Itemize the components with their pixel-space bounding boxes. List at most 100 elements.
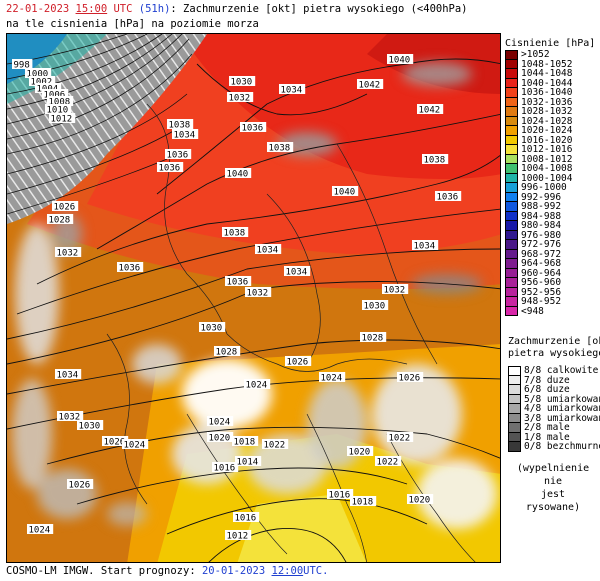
pressure-legend-label: 1000-1004 — [521, 172, 573, 184]
cloud-swatch — [508, 423, 521, 433]
footer-prefix: COSMO-LM IMGW. Start prognozy: — [6, 565, 196, 577]
isobar-label-text: 1032 — [59, 413, 81, 423]
isobar-label: 1032 — [55, 247, 82, 259]
pressure-swatch — [505, 240, 518, 250]
isobar-label-bg — [102, 436, 129, 446]
pressure-legend-row: 1020-1024 — [505, 126, 600, 136]
isobar-label-bg — [417, 104, 444, 114]
pressure-legend-label: 960-964 — [521, 267, 562, 279]
isobar-label-bg — [285, 356, 312, 366]
isobar-label: 1036 — [157, 162, 184, 174]
isobar-label: 1016 — [212, 462, 239, 474]
pressure-swatch — [505, 145, 518, 155]
isobar-label-bg — [42, 89, 69, 99]
pressure-swatch — [505, 88, 518, 98]
pressure-legend-row: 996-1000 — [505, 183, 600, 193]
pressure-swatch — [505, 230, 518, 240]
isobar-label-bg — [387, 54, 414, 64]
pressure-swatch — [505, 78, 518, 88]
isobar-label-text: 1034 — [257, 246, 279, 256]
isobar-label: 1020 — [347, 446, 374, 458]
isobar-label-text: 1018 — [352, 498, 374, 508]
isobar-label-text: 1036 — [167, 151, 189, 161]
isobar-label-bg — [35, 83, 62, 93]
isobar-label: 1036 — [117, 262, 144, 274]
isobar-label-bg — [67, 479, 94, 489]
isobar-label-bg — [225, 530, 252, 540]
isobar-label-text: 1020 — [349, 448, 371, 458]
cloud-swatch — [508, 432, 521, 442]
isobar-label: 1030 — [362, 300, 389, 312]
pressure-legend-label: <948 — [521, 305, 544, 317]
isobar-label-bg — [167, 119, 194, 129]
pressure-legend-row: 964-968 — [505, 259, 600, 269]
isobar-label: 1012 — [49, 113, 76, 125]
cloud-legend-title-2: pietra wysokiego — [508, 348, 600, 359]
isobar-label: 1010 — [45, 104, 72, 116]
isobar-label-text: 1012 — [51, 115, 73, 125]
pressure-swatch — [505, 69, 518, 79]
cloud-legend-row: 8/8 calkowite — [508, 366, 600, 376]
isobar-label-text: 1032 — [57, 249, 79, 259]
cloud-swatch — [508, 366, 521, 376]
isobar-label: 1000 — [25, 68, 52, 80]
isobar-label-text: 1028 — [49, 216, 71, 226]
cloud-swatch — [508, 375, 521, 385]
isobar-label-text: 1024 — [29, 526, 51, 536]
cloud-legend-note-2: jest rysowane) — [525, 489, 581, 513]
isobar-label: 1030 — [229, 76, 256, 88]
isobar-label-text: 1032 — [229, 94, 251, 104]
isobar-label-text: 1006 — [44, 91, 66, 101]
isobar-label-bg — [47, 214, 74, 224]
isobar-label: 998 — [12, 59, 33, 71]
pressure-legend-label: 1048-1052 — [521, 58, 573, 70]
pressure-swatch — [505, 116, 518, 126]
isobar-label-bg — [235, 456, 262, 466]
isobar-label: 1018 — [350, 496, 377, 508]
pressure-legend-label: 984-988 — [521, 210, 562, 222]
cloud-band-west — [7, 34, 207, 224]
pressure-legend-row: 1016-1020 — [505, 134, 600, 146]
isobar-label-bg — [233, 512, 260, 522]
isobar-label-bg — [262, 439, 289, 449]
cloud-legend-label: 8/8 calkowite — [524, 365, 599, 376]
pressure-legend-row: 960-964 — [505, 267, 600, 279]
footer: COSMO-LM IMGW. Start prognozy: 20-01-202… — [6, 565, 328, 578]
forecast-map[interactable]: 1040 1042 1042 1030 1032 1034 1038 1034 1036 1038… — [6, 33, 501, 563]
pressure-legend-row: 1040-1044 — [505, 78, 600, 88]
pressure-legend-row: 1000-1004 — [505, 172, 600, 184]
isobar-label-text: 1016 — [329, 491, 351, 501]
valid-time: 15:00 — [75, 3, 108, 15]
isobar-label-bg — [360, 332, 387, 342]
pressure-legend-label: 1016-1020 — [521, 134, 573, 146]
low-core-teal — [7, 34, 107, 104]
cloud-swatch — [508, 385, 521, 395]
pressure-legend-row: >1052 — [505, 50, 600, 60]
isobar-label: 1034 — [412, 240, 439, 252]
pressure-swatch — [505, 249, 518, 259]
isobar-label-text: 1036 — [119, 264, 141, 274]
pressure-swatch — [505, 50, 518, 60]
isobar-label-bg — [25, 68, 52, 78]
pressure-swatch — [505, 192, 518, 202]
cloud-swatch — [508, 404, 521, 414]
pressure-legend-label: 1032-1036 — [521, 96, 573, 108]
isobar-label: 1028 — [47, 214, 74, 226]
isobar-label-text: 1034 — [414, 242, 436, 252]
isobar-label-bg — [412, 240, 439, 250]
isobar-label-bg — [284, 266, 311, 276]
pressure-swatch — [505, 59, 518, 69]
isobar-label-bg — [397, 372, 424, 382]
pressure-legend-label: 972-976 — [521, 239, 562, 250]
pressure-legend-title: Cisnienie [hPa] — [505, 38, 596, 49]
isobar-label: 1034 — [55, 369, 82, 381]
isobar-label-bg — [214, 346, 241, 356]
isobar-label-bg — [55, 369, 82, 379]
isobar-label-text: 998 — [14, 61, 30, 71]
isobar-label: 1012 — [225, 530, 252, 542]
pressure-legend-label: 948-952 — [521, 296, 562, 307]
pressure-swatch — [505, 297, 518, 307]
isobar-label-text: 1026 — [287, 358, 309, 368]
pressure-swatch — [505, 202, 518, 212]
isobar-label-bg — [327, 489, 354, 499]
